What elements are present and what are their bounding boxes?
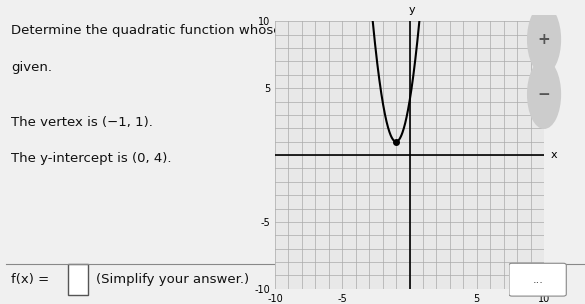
Circle shape [528,5,560,74]
Circle shape [528,60,560,128]
Text: −: − [538,87,550,102]
Text: (Simplify your answer.): (Simplify your answer.) [96,273,249,286]
FancyBboxPatch shape [68,264,88,295]
Text: +: + [538,32,550,47]
Text: given.: given. [11,61,52,74]
Text: The vertex is (−1, 1).: The vertex is (−1, 1). [11,116,153,129]
Text: ...: ... [533,275,543,285]
Text: f(x) =: f(x) = [11,273,53,286]
Text: The y-intercept is (0, 4).: The y-intercept is (0, 4). [11,152,171,165]
FancyBboxPatch shape [509,263,566,296]
Text: x: x [550,150,558,160]
Text: Determine the quadratic function whose graph is: Determine the quadratic function whose g… [11,24,340,37]
Text: y: y [409,5,415,15]
